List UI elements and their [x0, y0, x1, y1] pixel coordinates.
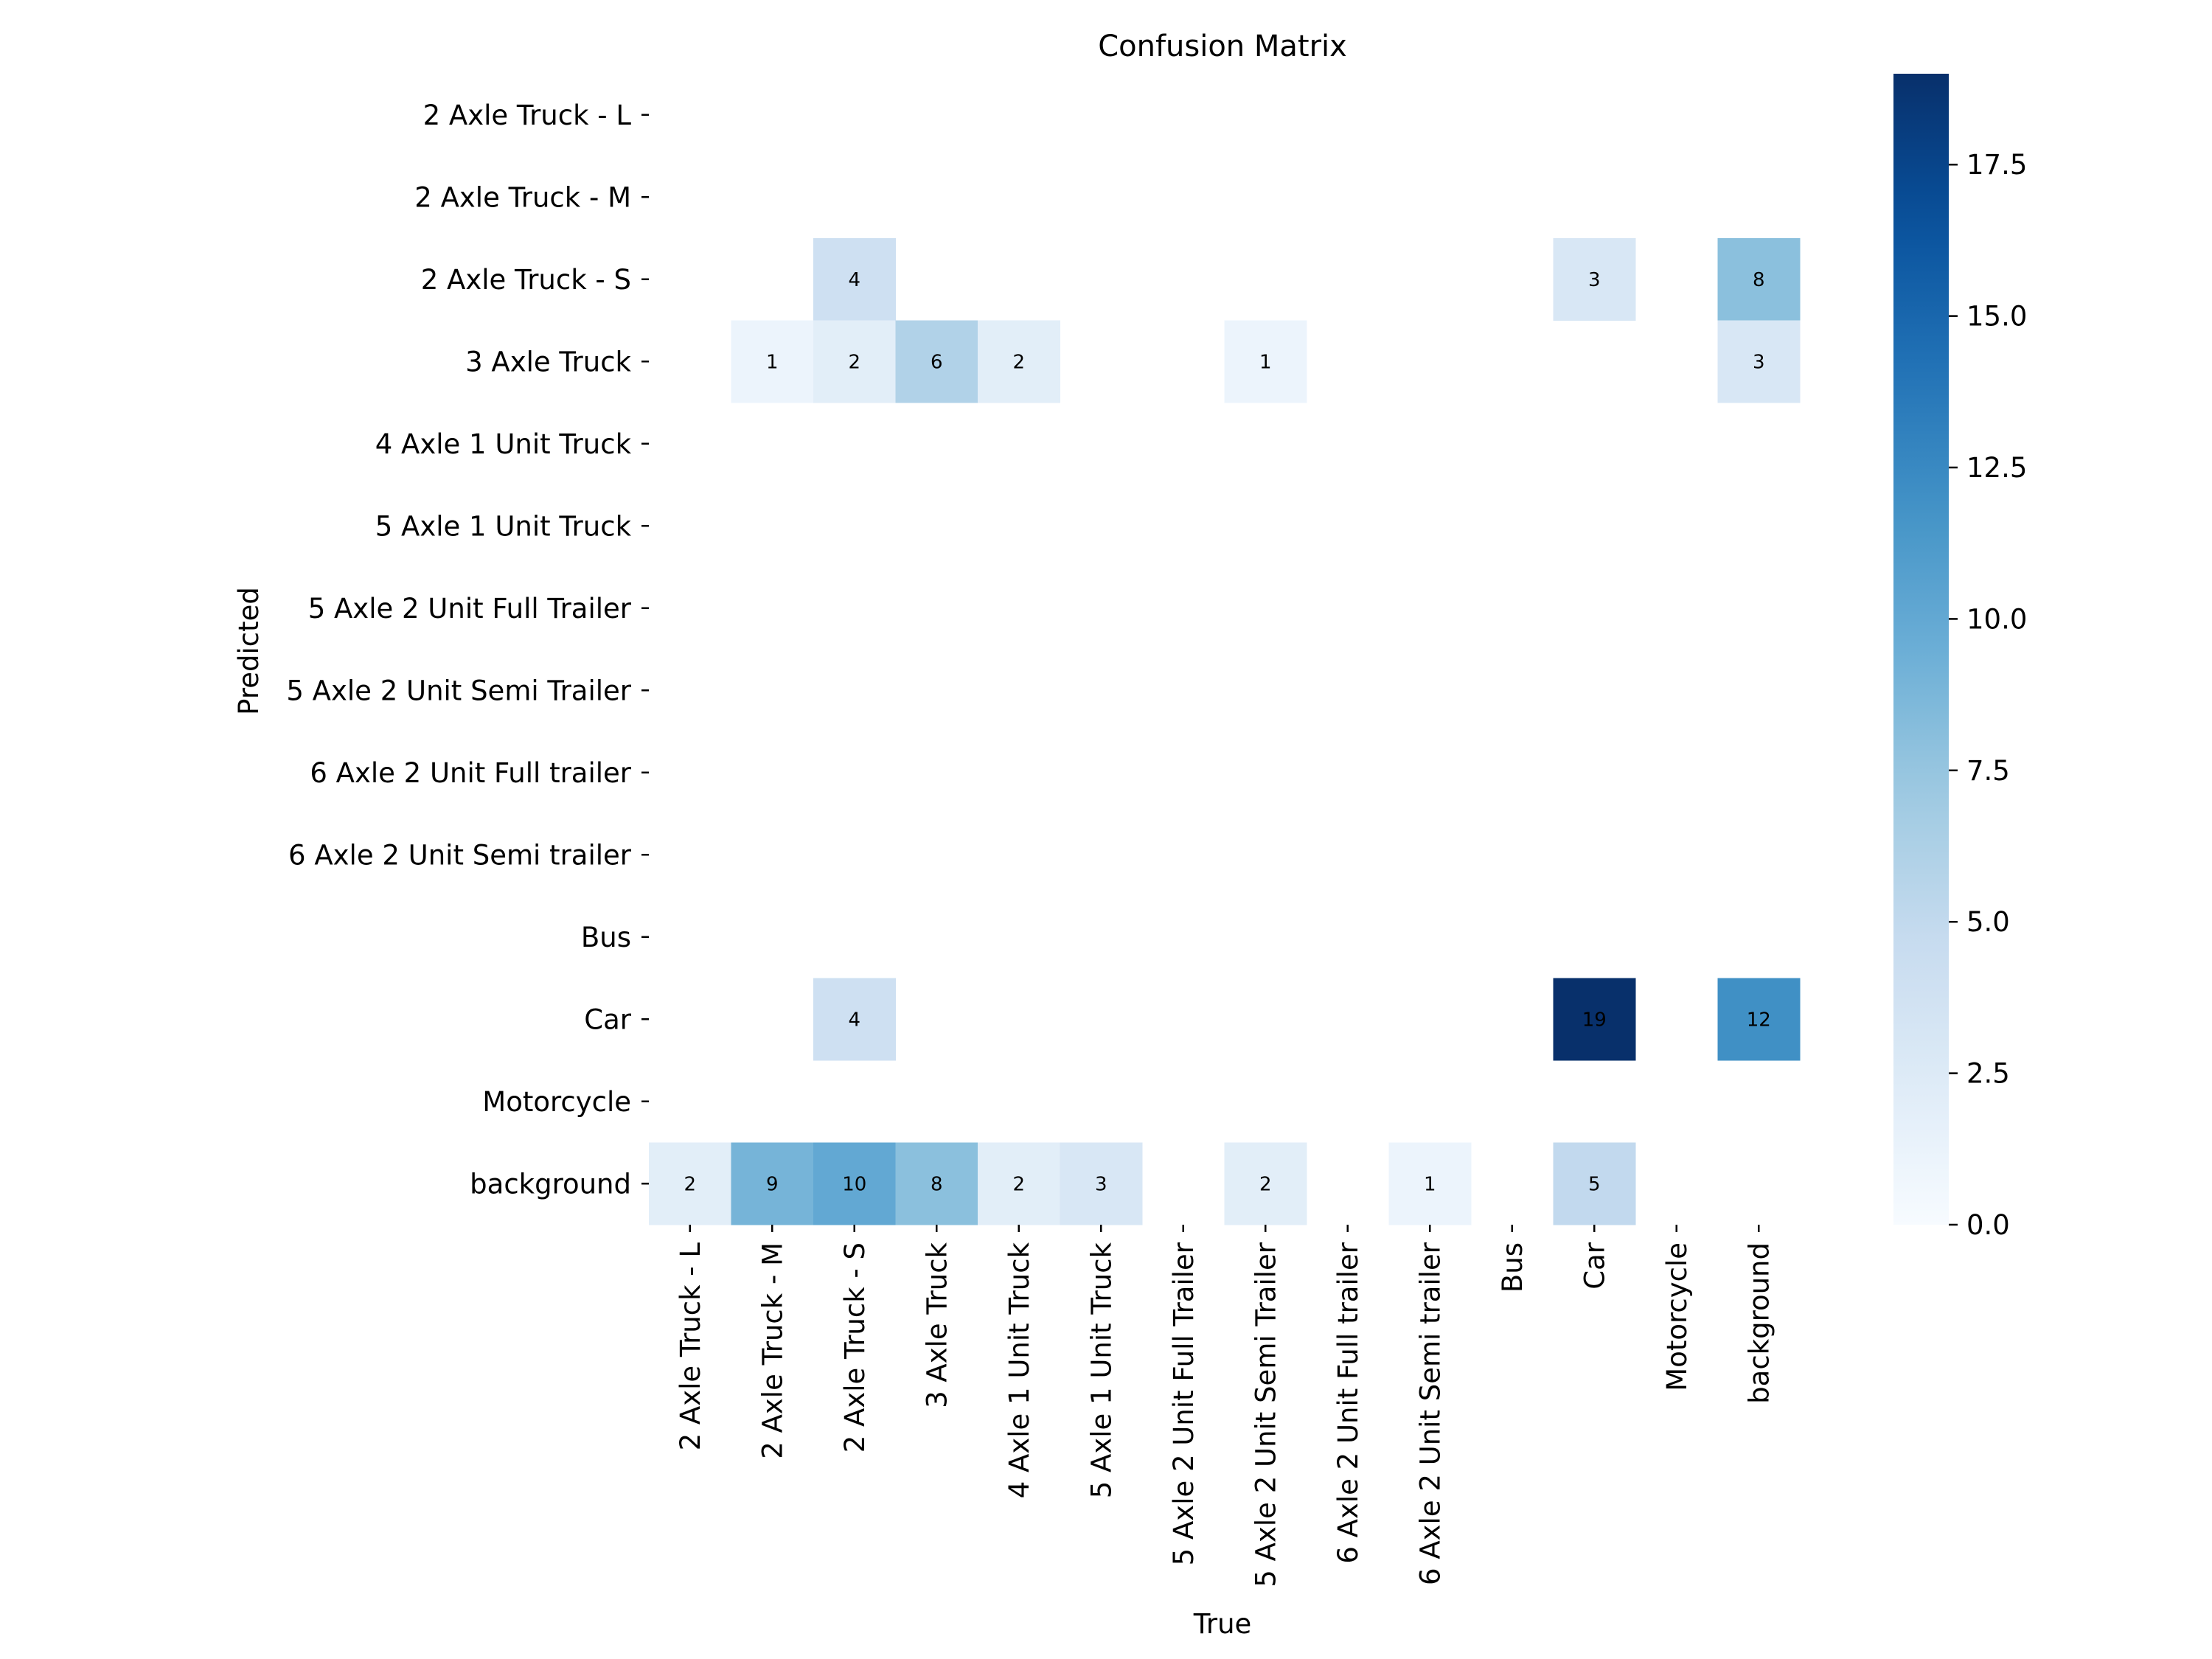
heatmap-cell [1553, 1142, 1636, 1225]
cell-value-label: 12 [1747, 1009, 1771, 1031]
cell-value-label: 2 [848, 351, 860, 373]
cell-value-label: 6 [931, 351, 943, 373]
y-tick-label: 4 Axle 1 Unit Truck [375, 428, 632, 460]
heatmap-cell [978, 320, 1060, 403]
heatmap-cell [895, 1142, 978, 1225]
cell-value-label: 1 [1424, 1173, 1436, 1195]
colorbar-tick-label: 15.0 [1966, 301, 2027, 333]
x-axis-label: True [1193, 1608, 1252, 1640]
x-tick-label: Motorcycle [1661, 1242, 1693, 1391]
y-axis-ticks: 2 Axle Truck - L 2 Axle Truck - M 2 Axle T… [286, 100, 649, 1200]
heatmap-cell [731, 1142, 814, 1225]
cell-value-label: 2 [1259, 1173, 1272, 1195]
cell-value-label: 2 [1012, 351, 1025, 373]
heatmap-cell [813, 320, 896, 403]
x-tick-label: 5 Axle 1 Unit Truck [1085, 1242, 1117, 1498]
heatmap-cell [1553, 238, 1636, 321]
y-tick-label: 2 Axle Truck - L [423, 100, 632, 131]
heatmap-cell [1717, 238, 1801, 321]
heatmap-cell [1060, 1142, 1143, 1225]
heatmap-cell [895, 320, 978, 403]
colorbar-tick-label: 0.0 [1966, 1209, 2010, 1241]
x-tick-label: 2 Axle Truck - L [675, 1242, 706, 1451]
cell-value-label: 3 [1753, 351, 1765, 373]
chart-title: Confusion Matrix [1098, 29, 1347, 63]
y-tick-label: Bus [581, 922, 631, 953]
y-tick-label: 2 Axle Truck - M [414, 181, 631, 213]
x-tick-label: Bus [1497, 1242, 1528, 1293]
heatmap-cell [1553, 978, 1636, 1061]
y-tick-label: 3 Axle Truck [465, 346, 631, 378]
y-tick-label: 5 Axle 2 Unit Semi Trailer [286, 675, 631, 706]
cell-value-label: 10 [842, 1173, 866, 1195]
heatmap-cell [649, 1142, 731, 1225]
colorbar-tick-label: 5.0 [1966, 906, 2010, 938]
y-tick-label: Car [584, 1004, 632, 1035]
heatmap-cell [978, 1142, 1060, 1225]
heatmap-cells [649, 238, 1801, 1225]
cell-value-label: 1 [1259, 351, 1272, 373]
cell-value-label: 19 [1582, 1009, 1607, 1031]
heatmap-cell [1224, 320, 1307, 403]
x-axis-ticks: 2 Axle Truck - L 2 Axle Truck - M 2 Axle T… [675, 1225, 1775, 1587]
heatmap-cell [1717, 320, 1801, 403]
colorbar: 0.0 2.5 5.0 7.5 10.0 12.5 15.0 17.5 [1893, 74, 2027, 1241]
y-tick-label: 5 Axle 2 Unit Full Trailer [308, 593, 632, 625]
y-tick-label: 5 Axle 1 Unit Truck [375, 510, 632, 542]
cell-value-label: 2 [684, 1173, 696, 1195]
colorbar-tick-label: 2.5 [1966, 1058, 2010, 1090]
y-tick-label: 2 Axle Truck - S [421, 264, 631, 296]
x-tick-label: 6 Axle 2 Unit Semi trailer [1414, 1242, 1446, 1585]
heatmap-cell [813, 1142, 896, 1225]
x-tick-label: 4 Axle 1 Unit Truck [1004, 1242, 1035, 1498]
cell-value-label: 5 [1588, 1173, 1601, 1195]
heatmap-cell [1717, 978, 1801, 1061]
heatmap-cell [813, 238, 896, 321]
colorbar-tick-label: 7.5 [1966, 755, 2010, 787]
colorbar-tick-label: 17.5 [1966, 149, 2027, 181]
x-tick-label: 2 Axle Truck - M [757, 1242, 788, 1459]
cell-value-label: 1 [766, 351, 779, 373]
x-tick-label: 6 Axle 2 Unit Full trailer [1332, 1242, 1364, 1563]
cell-value-label: 4 [848, 1009, 860, 1031]
cell-value-label: 3 [1588, 269, 1601, 291]
cell-value-label: 3 [1095, 1173, 1107, 1195]
cell-value-label: 2 [1012, 1173, 1025, 1195]
cell-value-label: 8 [931, 1173, 943, 1195]
x-tick-label: 2 Axle Truck - S [839, 1242, 871, 1453]
x-tick-label: 5 Axle 2 Unit Semi Trailer [1250, 1242, 1281, 1587]
x-tick-label: Car [1579, 1242, 1610, 1290]
x-tick-label: 3 Axle Truck [921, 1242, 953, 1408]
colorbar-tick-label: 12.5 [1966, 452, 2027, 484]
x-tick-label: background [1743, 1242, 1775, 1404]
y-axis-label: Predicted [233, 587, 265, 715]
heatmap-cell [1388, 1142, 1472, 1225]
y-tick-label: 6 Axle 2 Unit Semi trailer [288, 839, 632, 871]
heatmap-cell [813, 978, 896, 1061]
heatmap-cell [1224, 1142, 1307, 1225]
x-tick-label: 5 Axle 2 Unit Full Trailer [1168, 1242, 1200, 1565]
y-tick-label: 6 Axle 2 Unit Full trailer [310, 757, 631, 789]
y-tick-label: background [470, 1168, 631, 1200]
cell-value-label: 4 [848, 269, 860, 291]
cell-value-labels: 4 3 81 2 6 2 1 34 19 122 9 10 8 2 3 2 1 5 [684, 269, 1770, 1196]
heatmap-cell [731, 320, 814, 403]
cell-value-label: 8 [1753, 269, 1765, 291]
colorbar-tick-label: 10.0 [1966, 603, 2027, 635]
cell-value-label: 9 [766, 1173, 779, 1195]
colorbar-gradient [1893, 74, 1949, 1225]
y-tick-label: Motorcycle [482, 1086, 631, 1118]
